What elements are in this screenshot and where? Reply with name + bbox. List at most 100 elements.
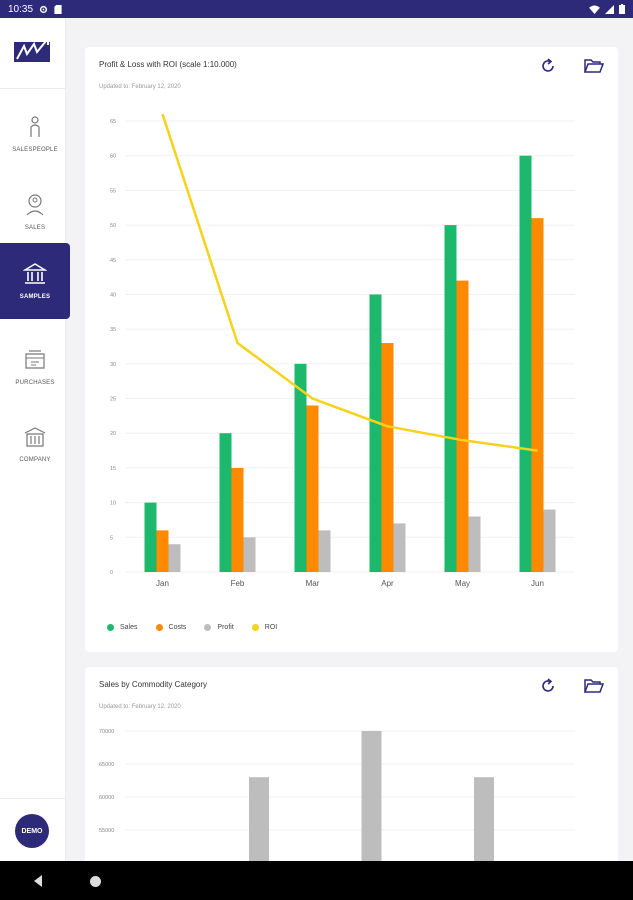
battery-icon [619, 4, 625, 14]
legend-label: Sales [120, 624, 138, 631]
y-tick-label: 60000 [99, 795, 114, 801]
sidebar-item-company[interactable]: COMPANY [0, 406, 70, 482]
bar-sales [369, 294, 382, 572]
y-tick-label: 65000 [99, 762, 114, 768]
y-tick-label: 10 [110, 501, 116, 507]
sidebar-item-salespeople[interactable]: SALESPEOPLE [0, 96, 70, 172]
refresh-button[interactable] [537, 675, 559, 697]
profit-loss-chart: 0 5 10 15 20 25 30 35 40 45 50 55 60 65 Jan Feb Mar Apr Ma… [110, 113, 575, 588]
open-folder-button[interactable] [583, 675, 605, 697]
y-tick-label: 50 [110, 223, 116, 229]
app-logo[interactable] [14, 36, 52, 66]
roi-line [161, 113, 538, 452]
open-folder-button[interactable] [583, 55, 605, 77]
bar-costs [456, 280, 469, 572]
home-icon[interactable] [90, 876, 101, 887]
y-tick-label: 25 [110, 397, 116, 403]
refresh-icon [542, 58, 554, 72]
bar-profit [393, 523, 406, 572]
signal-icon [605, 4, 614, 14]
card-title: Profit & Loss with ROI (scale 1:10.000) [99, 60, 237, 69]
team-icon [26, 194, 44, 216]
back-icon[interactable] [34, 875, 42, 887]
legend-label: Costs [168, 624, 187, 631]
y-tick-label: 15 [110, 466, 116, 472]
bar-sales [144, 502, 157, 572]
sidebar-item-label: SAMPLES [19, 294, 51, 300]
status-bar: 10:35 [0, 0, 633, 18]
bar-profit [168, 544, 181, 572]
card-title: Sales by Commodity Category [99, 680, 208, 689]
y-tick-label: 40 [110, 292, 116, 298]
bar-profit [318, 530, 331, 572]
x-tick-label: May [455, 579, 470, 588]
profit-loss-card: Profit & Loss with ROI (scale 1:10.000) … [85, 47, 618, 652]
commodity-sales-card: Sales by Commodity Category Updated to: … [85, 667, 618, 877]
bar-costs [156, 530, 169, 572]
sidebar: SALESPEOPLE SALES SAMPLES PURCHASES COMP… [0, 18, 70, 861]
x-tick-label: Feb [231, 579, 245, 588]
legend-label: ROI [264, 624, 278, 631]
legend-item-profit[interactable]: Profit [204, 624, 234, 631]
bank-icon [23, 263, 47, 284]
person-icon [30, 116, 40, 137]
legend-dot [107, 624, 114, 631]
sidebar-item-purchases[interactable]: PURCHASES [0, 329, 70, 405]
sidebar-item-label: COMPANY [19, 457, 51, 463]
x-tick-label: Jan [156, 579, 169, 588]
system-nav-bar [0, 861, 633, 900]
x-tick-label: Mar [306, 579, 320, 588]
bar [361, 731, 382, 861]
sidebar-item-sales[interactable]: SALES [0, 174, 70, 250]
sidebar-footer: DEMO [0, 798, 66, 861]
y-tick-label: 30 [110, 362, 116, 368]
y-tick-label: 70000 [99, 729, 114, 735]
legend-dot [155, 624, 163, 631]
legend-dot [204, 624, 212, 631]
bar-sales [294, 363, 307, 572]
shop-icon [25, 350, 45, 369]
bar-profit [543, 509, 556, 572]
demo-avatar[interactable]: DEMO [15, 814, 49, 848]
legend-item-sales[interactable]: Sales [107, 624, 138, 631]
legend-item-roi[interactable]: ROI [251, 624, 278, 631]
x-tick-label: Jun [531, 579, 544, 588]
refresh-button[interactable] [537, 55, 559, 77]
building-icon [24, 427, 46, 447]
status-time: 10:35 [8, 3, 34, 15]
sd-card-icon [54, 4, 62, 14]
card-updated: Updated to: February 12, 2020 [99, 84, 181, 90]
settings-icon [39, 5, 48, 13]
commodity-sales-chart: 5000055000600006500070000 [99, 729, 575, 861]
y-tick-label: 55000 [99, 828, 114, 834]
y-tick-label: 55 [110, 188, 116, 194]
bar-sales [519, 155, 532, 572]
bar-profit [468, 516, 481, 572]
refresh-icon [542, 678, 554, 692]
y-tick-label: 45 [110, 258, 116, 264]
y-tick-label: 20 [110, 431, 116, 437]
sidebar-item-label: SALESPEOPLE [12, 147, 58, 153]
bar-costs [531, 218, 544, 572]
y-tick-label: 5 [110, 535, 113, 541]
legend-item-costs[interactable]: Costs [155, 624, 187, 631]
bar-sales [219, 433, 232, 572]
card-updated: Updated to: February 12, 2020 [99, 704, 181, 710]
bar-costs [306, 405, 319, 572]
chart-legend: Sales Costs Profit ROI [107, 624, 277, 631]
sidebar-item-samples[interactable]: SAMPLES [0, 243, 70, 319]
bar-costs [381, 343, 394, 572]
y-tick-label: 60 [110, 154, 116, 160]
sidebar-divider [0, 88, 66, 89]
folder-open-icon [584, 679, 604, 693]
folder-open-icon [584, 59, 604, 73]
y-tick-label: 35 [110, 327, 116, 333]
y-tick-label: 65 [110, 119, 116, 125]
bar-sales [444, 225, 457, 573]
bar [474, 777, 494, 861]
bar-profit [243, 537, 256, 572]
sidebar-item-label: PURCHASES [15, 380, 55, 386]
bar [249, 777, 269, 861]
legend-label: Profit [217, 624, 234, 631]
legend-dot [251, 624, 259, 631]
